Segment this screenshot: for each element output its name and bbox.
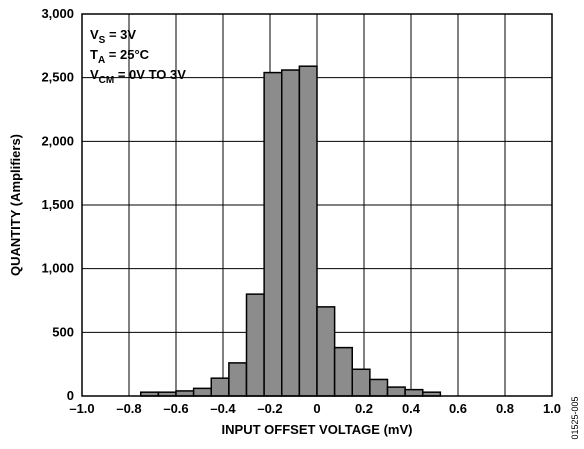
histogram-bar-4	[210, 377, 230, 397]
histogram-bar-5	[228, 362, 248, 397]
histogram-bar-11	[333, 346, 353, 397]
y-tick-label-6: 3,000	[41, 6, 74, 21]
histogram-bar-14	[386, 386, 406, 397]
x-tick-label-5: 0	[313, 401, 320, 416]
x-tick-label-7: 0.4	[402, 401, 421, 416]
x-axis-title: INPUT OFFSET VOLTAGE (mV)	[222, 422, 413, 437]
histogram-bars	[140, 65, 442, 397]
x-tick-labels: –1.0 –0.8 –0.6 –0.4 –0.2 0 0.2 0.4 0.6 0.8 1.0	[69, 401, 561, 416]
x-tick-label-2: –0.6	[163, 401, 188, 416]
x-tick-label-9: 0.8	[496, 401, 514, 416]
y-tick-label-3: 1,500	[41, 197, 74, 212]
histogram-bar-7	[263, 71, 283, 397]
annotation-line-2: VCM = 0V TO 3V	[90, 67, 186, 86]
histogram-bar-6	[245, 293, 265, 397]
x-tick-label-6: 0.2	[355, 401, 373, 416]
histogram-bar-9	[298, 65, 318, 397]
histogram-bar-3	[192, 387, 212, 397]
y-tick-label-2: 1,000	[41, 261, 74, 276]
x-tick-label-10: 1.0	[543, 401, 561, 416]
histogram-bar-2	[175, 390, 195, 397]
y-tick-labels: 0 500 1,000 1,500 2,000 2,500 3,000	[41, 6, 74, 403]
x-tick-label-8: 0.6	[449, 401, 467, 416]
x-tick-label-3: –0.4	[210, 401, 236, 416]
histogram-bar-13	[369, 378, 389, 397]
annotation-line-1: TA = 25°C	[90, 47, 150, 66]
x-tick-label-4: –0.2	[257, 401, 282, 416]
y-tick-label-5: 2,500	[41, 70, 74, 85]
plot-frame	[81, 13, 553, 397]
histogram-bar-15	[404, 388, 424, 397]
y-axis-title: QUANTITY (Amplifiers)	[8, 134, 23, 276]
x-tick-label-0: –1.0	[69, 401, 94, 416]
x-tick-label-1: –0.8	[116, 401, 141, 416]
histogram-bar-12	[351, 368, 371, 397]
y-tick-label-1: 500	[52, 324, 74, 339]
histogram-bar-8	[281, 69, 301, 397]
annotation-line-0: VS = 3V	[90, 27, 136, 46]
figure-code: 01525-005	[570, 396, 580, 439]
histogram-bar-10	[316, 306, 336, 397]
y-tick-label-0: 0	[67, 388, 74, 403]
y-tick-label-4: 2,000	[41, 133, 74, 148]
